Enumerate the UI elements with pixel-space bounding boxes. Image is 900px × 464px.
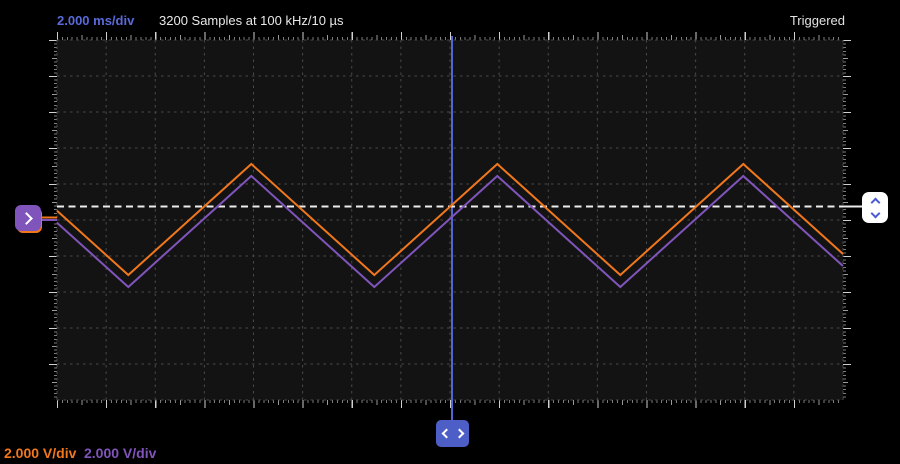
time-ruler-top: [57, 32, 843, 40]
trigger-status-label: Triggered: [789, 13, 845, 28]
timebase-label: 2.000 ms/div: [57, 13, 135, 28]
channel1-scale-label: 2.000 V/div: [4, 445, 77, 461]
channel2-offset-marker[interactable]: [15, 205, 41, 231]
time-ruler-bottom: [57, 400, 843, 408]
trigger-level-widget[interactable]: [862, 192, 888, 223]
samples-info-label: 3200 Samples at 100 kHz/10 µs: [159, 13, 344, 28]
plot-area[interactable]: [57, 40, 843, 400]
chevron-down-icon: [870, 208, 880, 218]
channel2-scale-label: 2.000 V/div: [84, 445, 157, 461]
voltage-ruler-left: [49, 40, 57, 400]
trigger-position-button[interactable]: [436, 420, 469, 447]
voltage-ruler-right: [843, 40, 851, 400]
chevron-up-icon: [870, 197, 880, 207]
chevron-right-icon: [20, 211, 33, 225]
chevron-left-icon: [441, 428, 451, 439]
chevron-right-icon: [454, 428, 464, 439]
